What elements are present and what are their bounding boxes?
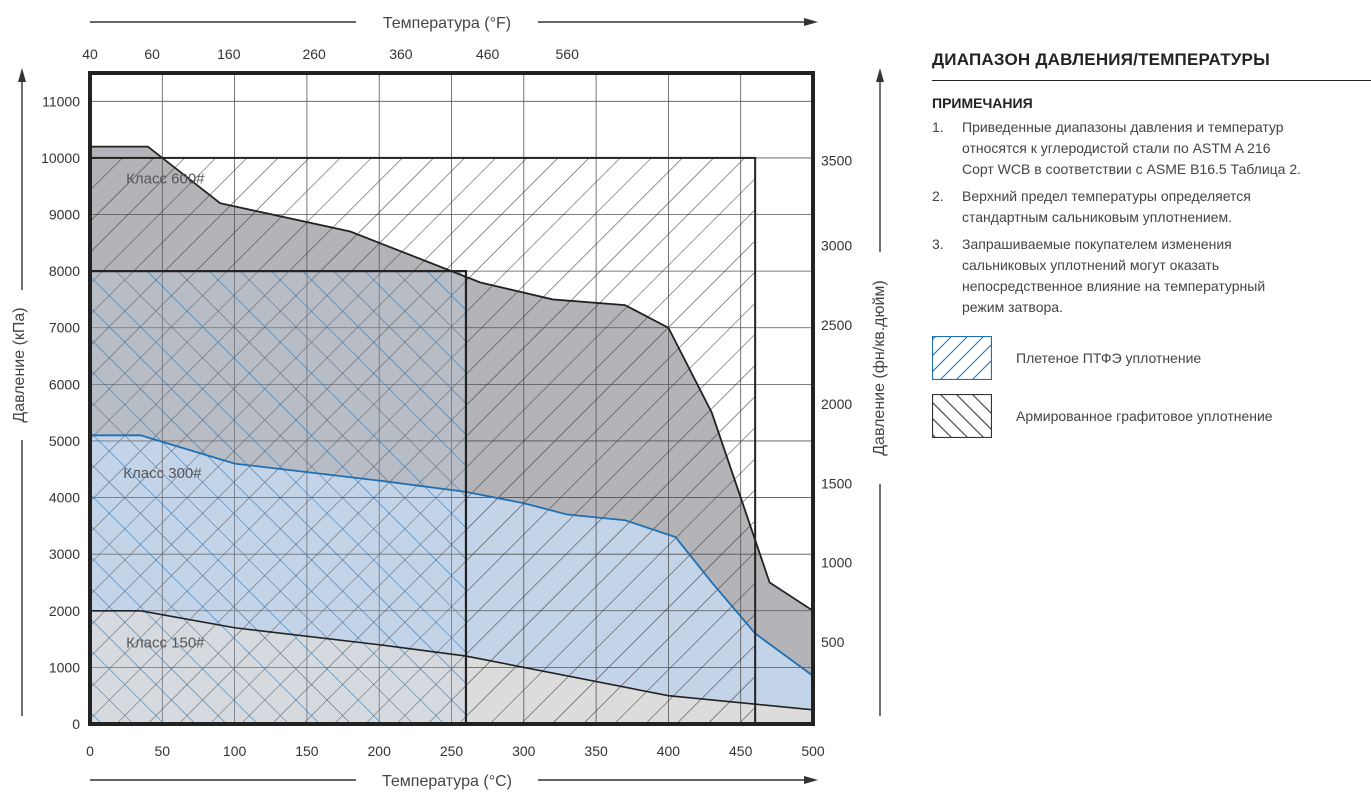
note-number: 3. xyxy=(932,236,944,252)
y-tick-label-right: 3000 xyxy=(821,238,852,254)
region-label-class: Класс 300# xyxy=(123,465,202,482)
region-label-class: Класс 600# xyxy=(126,170,205,187)
note-text: Приведенные диапазоны давления и темпера… xyxy=(962,119,1302,177)
y-tick-label-left: 7000 xyxy=(49,320,80,336)
legend-label-graphite: Армированное графитовое уплотнение xyxy=(1016,408,1273,424)
note-item: 3. Запрашиваемые покупателем изменения с… xyxy=(932,234,1371,318)
note-text: Верхний предел температуры определяется … xyxy=(962,188,1251,225)
class-150-curve xyxy=(90,609,813,711)
x-tick-label-top: 260 xyxy=(302,46,326,62)
note-item: 2. Верхний предел температуры определяет… xyxy=(932,186,1371,228)
legend-item-ptfe: Плетеное ПТФЭ уплотнение xyxy=(932,332,1371,384)
y-tick-label-right: 2000 xyxy=(821,396,852,412)
graphite-hatch-swatch xyxy=(932,394,992,438)
x-tick-label-bottom: 250 xyxy=(440,743,464,759)
x-tick-label-top: 460 xyxy=(476,46,500,62)
note-number: 2. xyxy=(932,188,944,204)
class-600-curve xyxy=(90,145,813,612)
x-tick-label-top: 160 xyxy=(217,46,241,62)
y-axis-title-left: Давление (кПа) xyxy=(11,307,28,422)
y-tick-label-left: 5000 xyxy=(49,433,80,449)
class-300-curve xyxy=(90,434,813,677)
x-tick-label-bottom: 300 xyxy=(512,743,536,759)
x-tick-label-top: 40 xyxy=(82,46,98,62)
y-tick-label-left: 0 xyxy=(72,716,80,732)
x-axis-title-bottom: Температура (°C) xyxy=(382,773,512,790)
notes-list: 1. Приведенные диапазоны давления и темп… xyxy=(932,117,1371,318)
x-tick-label-bottom: 150 xyxy=(295,743,319,759)
note-number: 1. xyxy=(932,119,944,135)
ptfe-hatch-swatch xyxy=(932,336,992,380)
x-tick-label-bottom: 500 xyxy=(801,743,825,759)
y-tick-label-left: 9000 xyxy=(49,207,80,223)
y-tick-label-right: 500 xyxy=(821,634,845,650)
y-tick-label-right: 2500 xyxy=(821,317,852,333)
x-tick-label-bottom: 350 xyxy=(584,743,608,759)
note-text: Запрашиваемые покупателем изменения саль… xyxy=(962,236,1266,315)
panel-title: ДИАПАЗОН ДАВЛЕНИЯ/ТЕМПЕРАТУРЫ xyxy=(932,50,1371,81)
pressure-temperature-chart: Класс 600# Класс 300# Класс 150# 0 50 100 150 2… xyxy=(11,15,888,790)
y-tick-label-left: 3000 xyxy=(49,546,80,562)
y-tick-label-left: 8000 xyxy=(49,263,80,279)
y-tick-label-left: 4000 xyxy=(49,490,80,506)
legend-item-graphite: Армированное графитовое уплотнение xyxy=(932,390,1371,442)
x-tick-label-bottom: 450 xyxy=(729,743,753,759)
y-tick-label-left: 11000 xyxy=(42,93,80,109)
y-tick-label-left: 2000 xyxy=(49,603,80,619)
y-tick-label-left: 1000 xyxy=(49,659,80,675)
region-label-class: Класс 150# xyxy=(126,635,205,652)
y-tick-label-left: 6000 xyxy=(49,376,80,392)
x-tick-label-bottom: 50 xyxy=(155,743,171,759)
y-tick-label-left: 10000 xyxy=(41,150,80,166)
ptfe-seal-hatch xyxy=(90,271,466,724)
x-tick-label-bottom: 100 xyxy=(223,743,247,759)
legend-label-ptfe: Плетеное ПТФЭ уплотнение xyxy=(1016,350,1202,366)
plot-border xyxy=(88,71,815,726)
x-tick-label-bottom: 200 xyxy=(368,743,392,759)
x-axis-title-top: Температура (°F) xyxy=(383,15,511,32)
y-tick-label-right: 1000 xyxy=(821,555,852,571)
bottom-axis-arrowhead xyxy=(804,776,818,784)
y-axis-title-right: Давление (фн/кв.дюйм) xyxy=(871,280,888,456)
x-tick-label-top: 360 xyxy=(389,46,413,62)
y-tick-label-right: 1500 xyxy=(821,475,852,491)
note-item: 1. Приведенные диапазоны давления и темп… xyxy=(932,117,1371,180)
notes-heading: ПРИМЕЧАНИЯ xyxy=(932,95,1033,111)
top-axis-arrowhead xyxy=(804,18,818,26)
x-tick-label-top: 560 xyxy=(556,46,580,62)
info-panel: ДИАПАЗОН ДАВЛЕНИЯ/ТЕМПЕРАТУРЫ ПРИМЕЧАНИЯ… xyxy=(932,50,1371,442)
x-tick-label-bottom: 0 xyxy=(86,743,94,759)
right-axis-arrowhead xyxy=(876,68,884,82)
y-tick-label-right: 3500 xyxy=(821,153,852,169)
left-axis-arrowhead xyxy=(18,68,26,82)
x-tick-label-bottom: 400 xyxy=(657,743,681,759)
x-tick-label-top: 60 xyxy=(144,46,160,62)
